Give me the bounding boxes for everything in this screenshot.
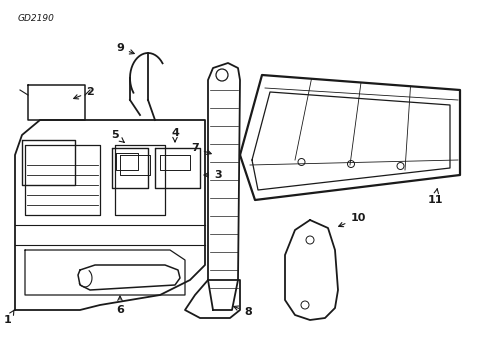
Text: 7: 7 <box>191 143 211 154</box>
Text: 10: 10 <box>339 213 366 227</box>
Text: 5: 5 <box>111 130 124 142</box>
Text: 3: 3 <box>204 170 222 180</box>
Text: 11: 11 <box>427 189 443 205</box>
Text: 1: 1 <box>4 310 14 325</box>
Text: 4: 4 <box>171 128 179 142</box>
Text: 2: 2 <box>74 87 94 99</box>
Text: 8: 8 <box>234 306 252 317</box>
Text: 9: 9 <box>116 43 134 54</box>
Text: 6: 6 <box>116 296 124 315</box>
Text: GD2190: GD2190 <box>18 14 55 23</box>
